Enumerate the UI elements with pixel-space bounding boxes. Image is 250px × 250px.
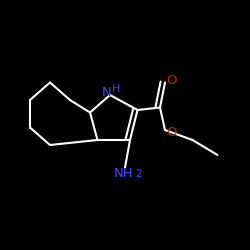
Text: N: N [102,86,112,98]
Text: H: H [112,84,120,94]
Text: NH: NH [114,167,134,180]
Text: O: O [166,74,176,86]
Text: 2: 2 [136,169,142,179]
Text: O: O [166,126,176,139]
